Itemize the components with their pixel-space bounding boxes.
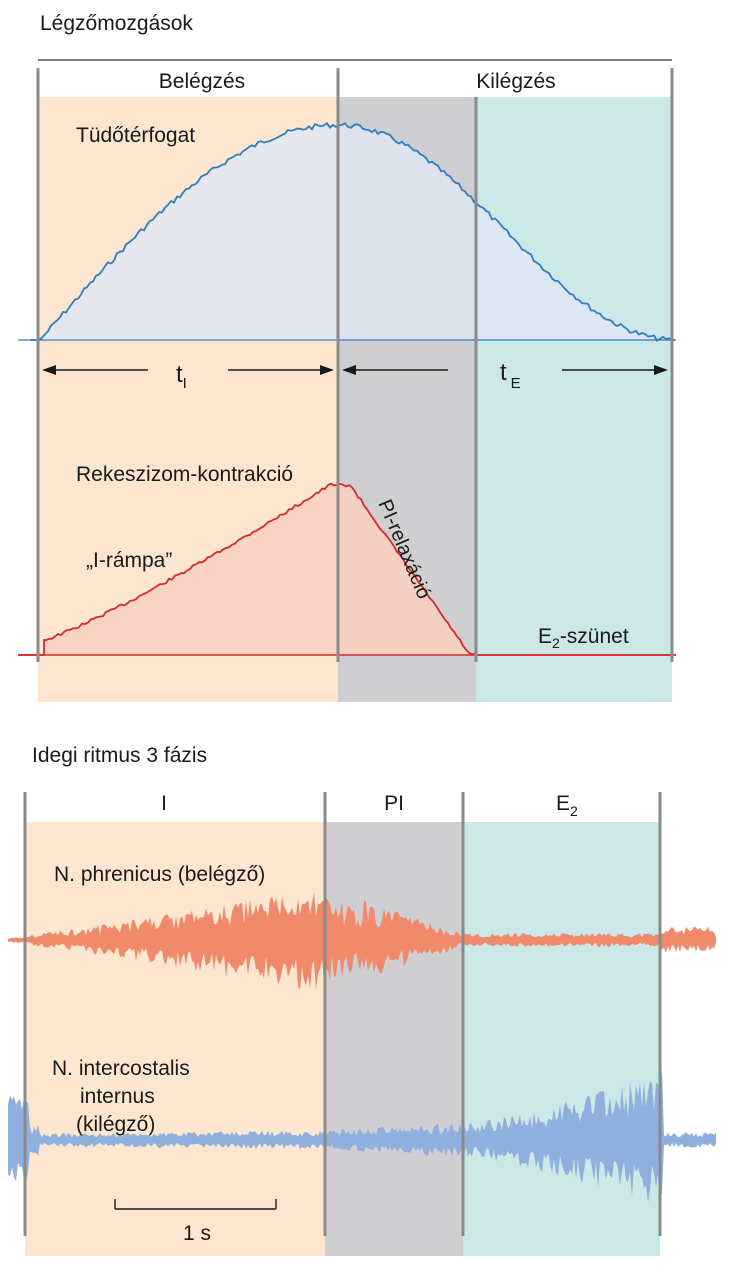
phase-label-pi: PI <box>384 792 404 815</box>
diaphragm-contraction-area <box>44 483 476 655</box>
phase-e2-background <box>463 822 660 1256</box>
t-i-sub: I <box>183 375 187 392</box>
phase-label-inspiration: Belégzés <box>159 70 245 93</box>
lung-volume-area <box>30 123 676 341</box>
t-e-arrow <box>342 365 668 375</box>
intercostal-label-line2: internus <box>80 1085 155 1108</box>
phrenic-label: N. phrenicus (belégző) <box>54 863 265 886</box>
lung-volume-curve <box>30 122 676 342</box>
phase-pi-background <box>325 822 463 1256</box>
intercostal-nerve-signal <box>8 1068 716 1203</box>
e2-pause-label: E2-szünet <box>538 625 629 651</box>
phase-e2-main: E <box>556 792 570 815</box>
diaphragm-contraction-curve <box>18 482 676 656</box>
t-i-arrow <box>42 365 334 375</box>
phase-i-background <box>25 822 325 1256</box>
t-i-main: t <box>176 361 183 388</box>
intercostal-label-line3: (kilégző) <box>76 1113 155 1136</box>
scale-bar-label: 1 s <box>183 1222 211 1245</box>
phase-e2-sub: 2 <box>570 803 578 819</box>
top-title: Légzőmozgások <box>40 12 193 35</box>
expiration-background <box>476 97 672 702</box>
scale-bar <box>114 1199 277 1210</box>
bottom-title: Idegi ritmus 3 fázis <box>32 744 207 767</box>
volume-label: Tüdőtérfogat <box>76 124 195 147</box>
phase-label-i: I <box>161 792 167 815</box>
ramp-label: „I-rámpa” <box>86 549 172 572</box>
t-e-sub: E <box>511 375 521 392</box>
phase-label-e2: E2 <box>556 792 578 819</box>
t-i-label: tI <box>176 361 187 392</box>
intercostal-label-line1: N. intercostalis <box>52 1057 190 1080</box>
bottom-panel: Idegi ritmus 3 fázis I PI E2 N. phrenicu… <box>8 744 716 1256</box>
top-panel: Légzőmozgások Belégzés Kilégzés Tüdőtérf… <box>18 12 676 702</box>
e2-pause-main: E <box>538 625 552 648</box>
t-e-main: t <box>500 359 507 386</box>
e2-pause-sub: 2 <box>552 635 560 651</box>
e2-pause-rest: -szünet <box>560 625 629 648</box>
diaphragm-label: Rekeszizom-kontrakció <box>76 463 293 486</box>
phase-label-expiration: Kilégzés <box>476 70 555 93</box>
phrenic-nerve-signal <box>8 892 716 990</box>
